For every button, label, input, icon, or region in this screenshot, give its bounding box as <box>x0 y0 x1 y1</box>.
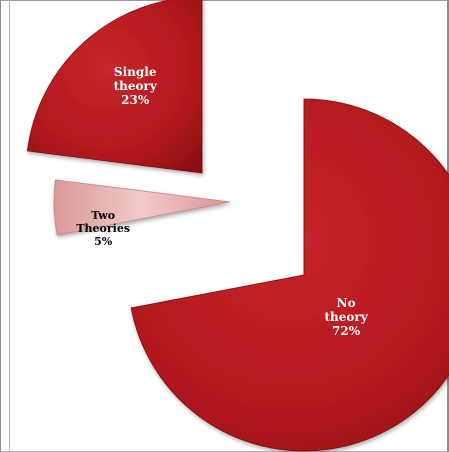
pie-slice-single-theory <box>26 0 203 174</box>
data-label-no-theory: No theory 72% <box>324 296 368 338</box>
left-border-line-inner <box>9 0 10 452</box>
pie-slice-no-theory <box>130 98 449 452</box>
data-label-two-theories: Two Theories 5% <box>76 209 130 248</box>
left-border-line <box>0 0 1 452</box>
data-label-single-theory: Single theory 23% <box>114 65 158 107</box>
pie-slice-two-theories <box>53 179 231 236</box>
